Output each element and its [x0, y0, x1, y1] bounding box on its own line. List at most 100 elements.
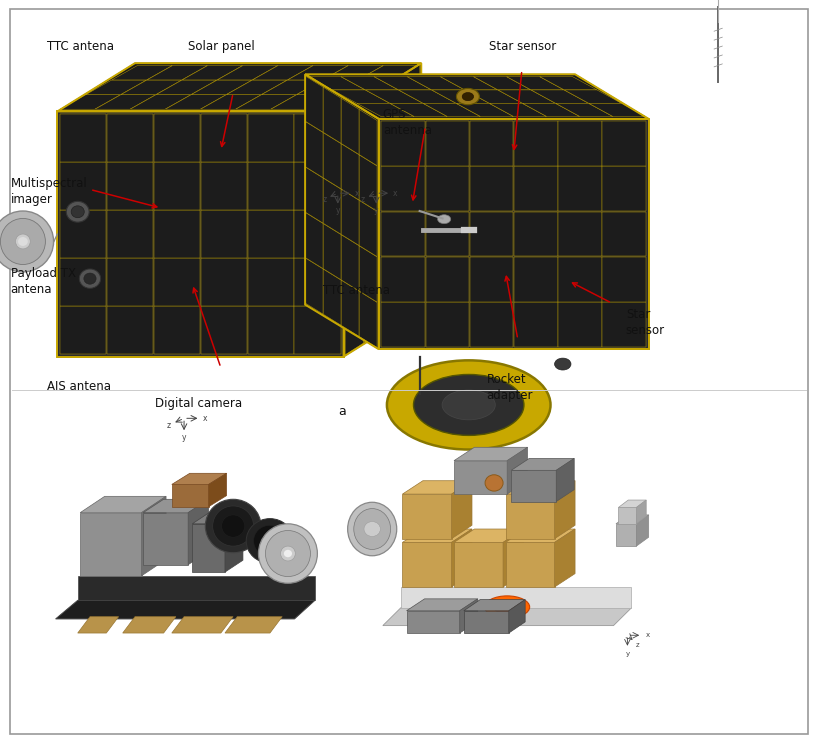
- Polygon shape: [78, 617, 119, 633]
- Polygon shape: [225, 617, 282, 633]
- Polygon shape: [60, 94, 120, 109]
- Polygon shape: [57, 111, 344, 357]
- Polygon shape: [383, 126, 401, 186]
- Ellipse shape: [442, 390, 495, 420]
- Polygon shape: [112, 65, 173, 80]
- Polygon shape: [407, 599, 478, 611]
- Polygon shape: [209, 473, 227, 507]
- Polygon shape: [636, 515, 649, 546]
- Polygon shape: [456, 103, 514, 117]
- Polygon shape: [341, 280, 359, 337]
- Polygon shape: [558, 212, 602, 256]
- Polygon shape: [506, 481, 575, 494]
- Ellipse shape: [205, 499, 261, 553]
- Polygon shape: [200, 210, 247, 258]
- Polygon shape: [470, 302, 514, 347]
- Polygon shape: [248, 259, 294, 306]
- Polygon shape: [78, 576, 315, 600]
- Polygon shape: [107, 210, 153, 258]
- Text: y: y: [335, 206, 340, 215]
- Text: TTC antena: TTC antena: [323, 284, 390, 296]
- Polygon shape: [191, 80, 252, 94]
- Polygon shape: [514, 121, 558, 166]
- Polygon shape: [423, 103, 480, 117]
- Polygon shape: [358, 65, 419, 80]
- Bar: [143, 513, 188, 565]
- Bar: [506, 542, 555, 587]
- Ellipse shape: [0, 211, 54, 272]
- Polygon shape: [305, 121, 323, 178]
- Polygon shape: [107, 162, 153, 210]
- Polygon shape: [154, 306, 200, 354]
- Polygon shape: [558, 121, 602, 166]
- Polygon shape: [381, 257, 425, 302]
- Polygon shape: [432, 90, 489, 103]
- Polygon shape: [523, 103, 580, 117]
- Polygon shape: [470, 121, 514, 166]
- Polygon shape: [323, 178, 341, 234]
- Bar: [402, 494, 452, 539]
- Polygon shape: [332, 90, 389, 103]
- Polygon shape: [555, 481, 575, 539]
- Bar: [192, 524, 225, 572]
- Polygon shape: [200, 259, 247, 306]
- Polygon shape: [401, 259, 420, 319]
- Polygon shape: [407, 77, 465, 90]
- Polygon shape: [305, 167, 323, 223]
- Polygon shape: [227, 80, 287, 94]
- Ellipse shape: [71, 206, 84, 218]
- Polygon shape: [60, 306, 106, 354]
- Polygon shape: [425, 121, 470, 166]
- Polygon shape: [364, 137, 382, 198]
- Polygon shape: [323, 224, 341, 280]
- Polygon shape: [401, 587, 631, 608]
- Polygon shape: [383, 174, 401, 234]
- Polygon shape: [364, 283, 382, 343]
- Polygon shape: [121, 80, 182, 94]
- Ellipse shape: [485, 475, 503, 491]
- Ellipse shape: [246, 519, 294, 563]
- Polygon shape: [359, 109, 377, 166]
- Polygon shape: [366, 90, 423, 103]
- Polygon shape: [381, 166, 425, 211]
- Polygon shape: [602, 257, 646, 302]
- Polygon shape: [80, 496, 166, 513]
- Polygon shape: [452, 481, 472, 539]
- Polygon shape: [154, 210, 200, 258]
- Text: Digital camera: Digital camera: [155, 397, 243, 409]
- Polygon shape: [359, 246, 377, 302]
- Bar: [464, 611, 509, 633]
- Polygon shape: [390, 103, 447, 117]
- Polygon shape: [142, 496, 166, 576]
- Polygon shape: [514, 166, 558, 211]
- Polygon shape: [359, 201, 377, 256]
- Polygon shape: [288, 65, 348, 80]
- Text: Star
sensor: Star sensor: [626, 308, 665, 337]
- Polygon shape: [602, 302, 646, 347]
- Polygon shape: [323, 87, 341, 143]
- Text: Star sensor: Star sensor: [489, 40, 556, 53]
- Polygon shape: [60, 114, 106, 162]
- Polygon shape: [294, 210, 341, 258]
- Ellipse shape: [413, 374, 524, 435]
- Polygon shape: [344, 63, 421, 357]
- Ellipse shape: [484, 596, 530, 618]
- Polygon shape: [305, 74, 649, 119]
- Bar: [454, 542, 503, 587]
- Text: TTC antena: TTC antena: [47, 40, 115, 53]
- Polygon shape: [306, 94, 366, 109]
- Polygon shape: [509, 600, 525, 633]
- Polygon shape: [540, 77, 597, 90]
- Polygon shape: [200, 114, 247, 162]
- Polygon shape: [401, 65, 420, 125]
- Polygon shape: [57, 63, 421, 111]
- Polygon shape: [200, 306, 247, 354]
- Ellipse shape: [348, 502, 397, 556]
- Polygon shape: [531, 90, 588, 103]
- Polygon shape: [60, 162, 106, 210]
- Polygon shape: [558, 257, 602, 302]
- Ellipse shape: [258, 524, 317, 583]
- Polygon shape: [323, 269, 341, 325]
- Polygon shape: [465, 90, 522, 103]
- Polygon shape: [602, 121, 646, 166]
